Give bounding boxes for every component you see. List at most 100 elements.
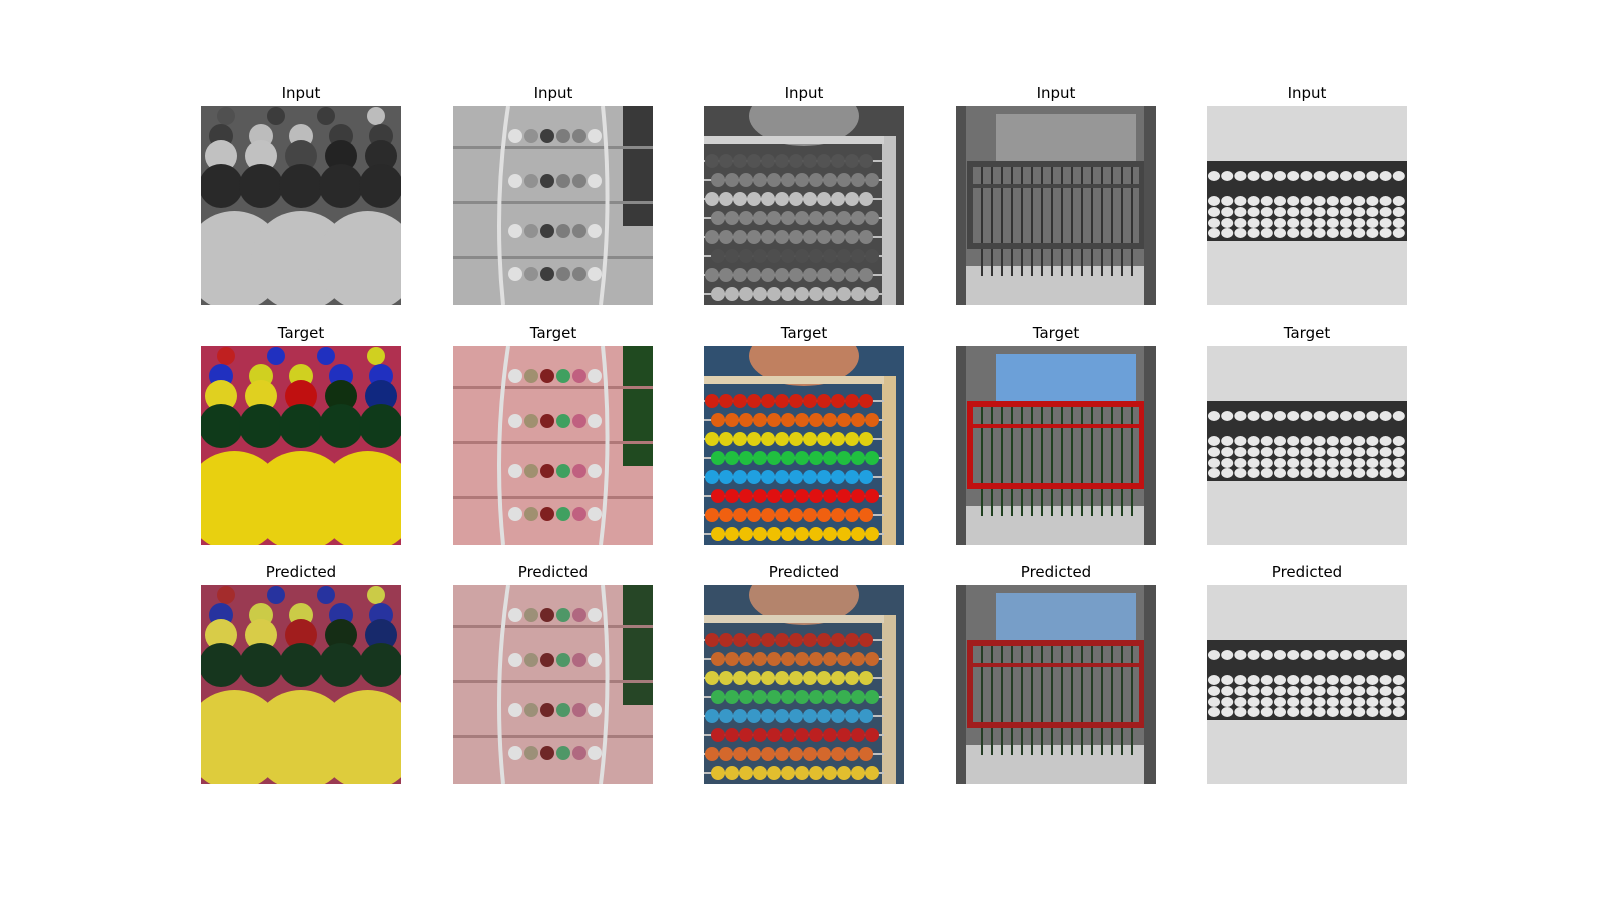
- bead: [719, 268, 733, 282]
- bead: [865, 287, 879, 301]
- bead: [845, 508, 859, 522]
- bead: [1300, 447, 1313, 457]
- bead: [1366, 171, 1379, 181]
- bead: [767, 489, 781, 503]
- bar-line: [1001, 166, 1003, 276]
- bead: [725, 766, 739, 780]
- bead: [711, 249, 725, 263]
- bead: [540, 653, 554, 667]
- panel-title: Input: [1288, 84, 1327, 102]
- bead: [747, 230, 761, 244]
- bead: [711, 652, 725, 666]
- bead: [1274, 675, 1286, 685]
- post: [956, 106, 966, 305]
- bead: [831, 268, 845, 282]
- bead: [795, 413, 809, 427]
- bead: [753, 173, 767, 187]
- bead: [851, 287, 865, 301]
- bead: [1340, 218, 1352, 228]
- bead: [733, 394, 747, 408]
- bead: [859, 230, 873, 244]
- bead: [1274, 707, 1286, 717]
- bead: [572, 653, 586, 667]
- bead: [1274, 171, 1286, 181]
- bead: [1379, 411, 1392, 421]
- bead: [775, 154, 789, 168]
- image-panel: [704, 585, 904, 784]
- bead: [1392, 686, 1405, 696]
- bead: [556, 653, 570, 667]
- bead: [795, 287, 809, 301]
- bar-line: [1051, 645, 1053, 755]
- bead: [725, 287, 739, 301]
- bead: [1340, 447, 1352, 457]
- bead: [1379, 228, 1392, 238]
- bead: [761, 230, 775, 244]
- finger-shade: [453, 496, 653, 499]
- bead: [831, 747, 845, 761]
- bead: [1221, 447, 1234, 457]
- bead: [1247, 207, 1260, 217]
- bead: [556, 414, 570, 428]
- bead: [775, 508, 789, 522]
- bead: [1366, 447, 1379, 457]
- bead: [1234, 228, 1247, 238]
- bead: [845, 709, 859, 723]
- bead: [508, 369, 522, 383]
- bead: [809, 249, 823, 263]
- bar-line: [1121, 166, 1123, 276]
- bead: [508, 224, 522, 238]
- bead: [705, 671, 719, 685]
- bead: [859, 508, 873, 522]
- bead: [837, 527, 851, 541]
- bead: [753, 489, 767, 503]
- bead: [733, 671, 747, 685]
- bead: [761, 633, 775, 647]
- bead: [725, 249, 739, 263]
- bead: [1260, 171, 1273, 181]
- bead: [859, 633, 873, 647]
- bead: [1340, 171, 1352, 181]
- bead: [267, 347, 285, 365]
- bead: [1260, 207, 1273, 217]
- bead: [1221, 707, 1234, 717]
- bead: [781, 652, 795, 666]
- bead: [1234, 218, 1247, 228]
- bead: [865, 489, 879, 503]
- bead: [1300, 707, 1313, 717]
- bead: [1287, 650, 1300, 660]
- bead: [817, 508, 831, 522]
- bead: [789, 394, 803, 408]
- bead: [739, 211, 753, 225]
- bead: [1221, 686, 1234, 696]
- bead: [845, 394, 859, 408]
- bead: [245, 619, 277, 651]
- bead: [803, 470, 817, 484]
- frame: [967, 401, 1145, 489]
- bead: [767, 766, 781, 780]
- bead: [572, 703, 586, 717]
- bead: [572, 369, 586, 383]
- bead: [1366, 228, 1379, 238]
- bead: [865, 173, 879, 187]
- bead: [859, 192, 873, 206]
- bead: [775, 747, 789, 761]
- bead: [733, 230, 747, 244]
- bead: [359, 404, 401, 448]
- bar-line: [1121, 406, 1123, 516]
- bead: [267, 586, 285, 604]
- bead: [705, 394, 719, 408]
- bead: [1247, 458, 1260, 468]
- bead: [1300, 436, 1313, 446]
- bead: [739, 413, 753, 427]
- bar-line: [1111, 645, 1113, 755]
- bead: [205, 380, 237, 412]
- image-panel: [956, 585, 1156, 784]
- bead: [317, 211, 401, 305]
- bead: [1274, 196, 1286, 206]
- finger-shade: [453, 386, 653, 389]
- bead: [823, 766, 837, 780]
- bead: [1313, 207, 1326, 217]
- bead: [1287, 447, 1300, 457]
